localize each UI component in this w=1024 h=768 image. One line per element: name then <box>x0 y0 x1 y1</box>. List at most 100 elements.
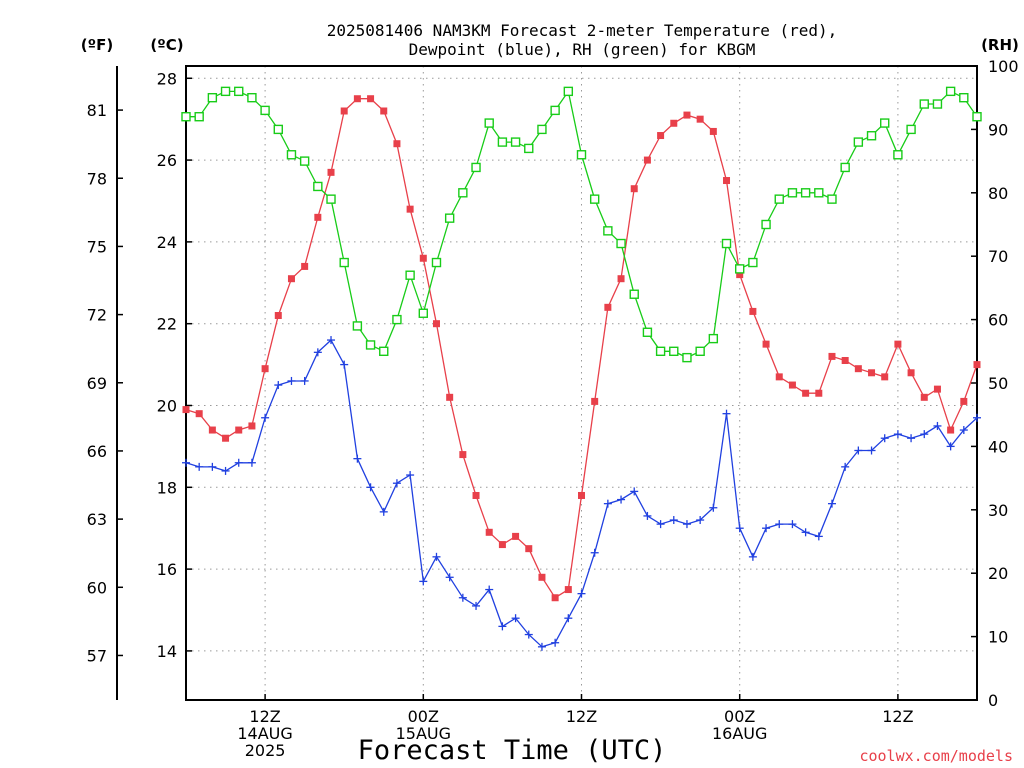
data-point <box>880 118 890 128</box>
data-point <box>287 275 295 283</box>
rh-tick-label: 100 <box>988 57 1019 76</box>
data-point <box>261 413 270 422</box>
data-point <box>563 86 574 97</box>
data-point <box>472 601 481 610</box>
data-point <box>458 188 468 198</box>
data-point <box>498 622 507 631</box>
data-point <box>220 86 231 97</box>
data-point <box>972 112 982 122</box>
data-point <box>696 115 704 123</box>
data-point <box>919 99 929 109</box>
data-point <box>419 577 428 586</box>
data-point <box>945 86 956 97</box>
data-point <box>551 594 559 602</box>
data-point <box>616 238 626 249</box>
data-point <box>274 312 282 320</box>
data-point <box>418 308 428 318</box>
data-point <box>367 95 375 103</box>
x-tick-label: 16AUG <box>712 724 767 743</box>
data-point <box>498 541 506 549</box>
data-point <box>774 194 784 204</box>
data-point <box>221 466 230 475</box>
data-point <box>208 462 217 471</box>
fahrenheit-tick-label: 66 <box>87 442 107 461</box>
fahrenheit-tick-label: 63 <box>87 510 107 529</box>
data-point <box>828 352 836 360</box>
rh-tick-label: 40 <box>988 437 1008 456</box>
data-point <box>682 520 691 529</box>
x-tick-label: 00Z <box>408 707 439 726</box>
data-point <box>893 150 903 160</box>
data-point <box>603 499 612 508</box>
data-point <box>827 194 837 204</box>
axes: 14 16 18 20 22 24 26 28 57 60 63 66 69 72 75 78 81 0 10 20 3… <box>87 57 1019 710</box>
series-line <box>186 89 978 359</box>
data-point <box>814 532 823 541</box>
data-point <box>182 458 190 467</box>
data-point <box>669 346 679 356</box>
data-point <box>286 150 297 160</box>
data-point <box>800 188 811 198</box>
data-point <box>683 111 691 119</box>
fahrenheit-tick-label: 72 <box>87 306 107 325</box>
series-2-meter-temperature <box>182 95 981 602</box>
rh-tick-label: 0 <box>988 691 998 710</box>
data-point <box>550 105 560 116</box>
data-point <box>234 458 243 467</box>
data-point <box>472 491 480 499</box>
data-point <box>537 642 546 651</box>
data-point <box>564 586 572 594</box>
data-point <box>589 194 600 204</box>
data-point <box>207 92 218 103</box>
data-point <box>327 336 336 345</box>
data-point <box>445 573 454 582</box>
data-point <box>459 451 467 459</box>
data-point <box>406 205 414 213</box>
chart-title-line-2: Dewpoint (blue), RH (green) for KBGM <box>409 40 756 59</box>
rh-tick-label: 70 <box>988 247 1008 266</box>
celsius-tick-label: 28 <box>157 69 177 88</box>
data-point <box>538 573 546 581</box>
data-point <box>775 373 783 381</box>
rh-unit-label: (RH) <box>981 36 1019 54</box>
data-point <box>933 385 941 393</box>
data-point <box>973 361 981 369</box>
data-point <box>234 86 244 97</box>
data-point <box>629 289 639 299</box>
data-point <box>617 275 625 283</box>
data-point <box>932 99 943 109</box>
data-point <box>392 479 401 488</box>
data-point <box>564 614 573 623</box>
data-point <box>485 528 493 536</box>
data-point <box>405 270 415 280</box>
data-point <box>591 397 599 405</box>
data-point <box>775 520 784 529</box>
data-point <box>590 548 599 557</box>
data-point <box>379 507 388 516</box>
plot-series <box>181 86 982 651</box>
data-point <box>973 413 981 422</box>
data-point <box>327 168 335 176</box>
data-point <box>446 393 454 401</box>
data-point <box>510 137 521 147</box>
x-tick-label: 15AUG <box>396 724 451 743</box>
data-point <box>669 516 678 525</box>
data-point <box>907 369 915 377</box>
data-point <box>512 532 520 540</box>
celsius-tick-label: 14 <box>157 642 177 661</box>
chart-title: 2025081406 NAM3KM Forecast 2-meter Tempe… <box>327 21 838 59</box>
data-point <box>868 369 876 377</box>
data-point <box>484 118 494 128</box>
data-point <box>576 150 587 160</box>
x-axis-label: Forecast Time (UTC) <box>358 735 667 766</box>
data-point <box>458 593 467 602</box>
data-point <box>340 107 348 115</box>
data-point <box>182 406 190 414</box>
data-point <box>787 188 798 198</box>
data-point <box>511 614 520 623</box>
fahrenheit-tick-label: 81 <box>87 101 107 120</box>
data-point <box>630 185 638 193</box>
data-point <box>657 132 665 140</box>
celsius-tick-label: 20 <box>157 396 177 415</box>
